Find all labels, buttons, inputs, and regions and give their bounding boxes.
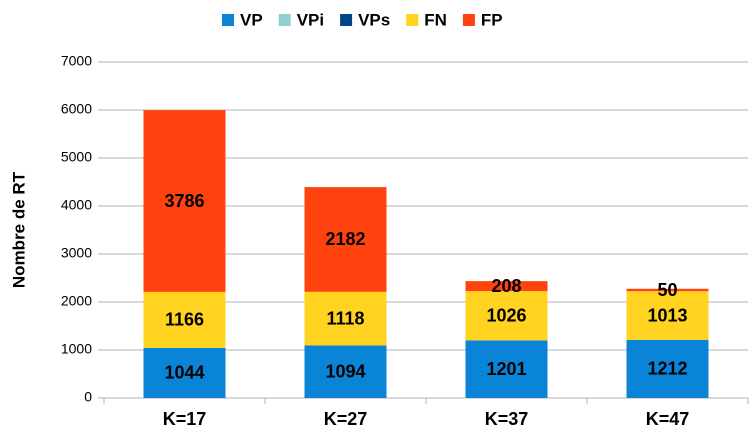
data-label: 1026 (486, 305, 526, 325)
legend-swatch (340, 14, 353, 26)
y-tick-label: 5000 (61, 149, 92, 165)
legend-label: VPi (297, 10, 324, 29)
data-label: 1201 (486, 359, 526, 379)
data-label: 50 (657, 280, 677, 300)
legend-swatch (278, 14, 291, 26)
bar-segment (304, 345, 387, 398)
x-tick-label: K=47 (646, 409, 690, 429)
y-tick-label: 7000 (61, 53, 92, 69)
x-tick-label: K=37 (485, 409, 529, 429)
x-tick-label: K=27 (324, 409, 368, 429)
y-tick-label: 0 (84, 389, 92, 405)
data-label: 208 (491, 276, 521, 296)
bar-segment (143, 110, 226, 292)
bar-segment (626, 288, 709, 292)
legend-swatch (462, 14, 475, 26)
data-label: 3786 (164, 191, 204, 211)
data-label: 1118 (326, 308, 364, 328)
bar-segment (143, 291, 226, 348)
y-tick-label: 2000 (61, 293, 92, 309)
y-tick-label: 6000 (61, 101, 92, 117)
bar-segment (465, 340, 548, 398)
bar-segment (465, 281, 548, 292)
x-tick-label: K=17 (163, 409, 207, 429)
legend-swatch (222, 14, 234, 26)
bar-segment (304, 187, 387, 292)
legend-label: VP (240, 10, 263, 29)
y-tick-label: 1000 (61, 341, 92, 357)
bar-segment (143, 347, 226, 398)
data-label: 2182 (325, 229, 365, 249)
legend-swatch (406, 14, 419, 26)
bar-segment (626, 339, 709, 398)
bar-segment (465, 291, 548, 341)
legend-label: FP (481, 10, 503, 29)
legend-label: VPs (358, 10, 390, 29)
legend-label: FN (424, 10, 447, 29)
data-label: 1044 (164, 363, 204, 383)
data-label: 1212 (647, 359, 687, 379)
bar-segment (304, 291, 387, 346)
bar-segment (626, 291, 709, 340)
y-tick-label: 4000 (61, 197, 92, 213)
y-axis-label: Nombre de RT (9, 171, 28, 288)
data-label: 1013 (647, 305, 687, 325)
data-label: 1166 (165, 310, 204, 330)
data-label: 1094 (325, 361, 365, 381)
y-tick-label: 3000 (61, 245, 92, 261)
